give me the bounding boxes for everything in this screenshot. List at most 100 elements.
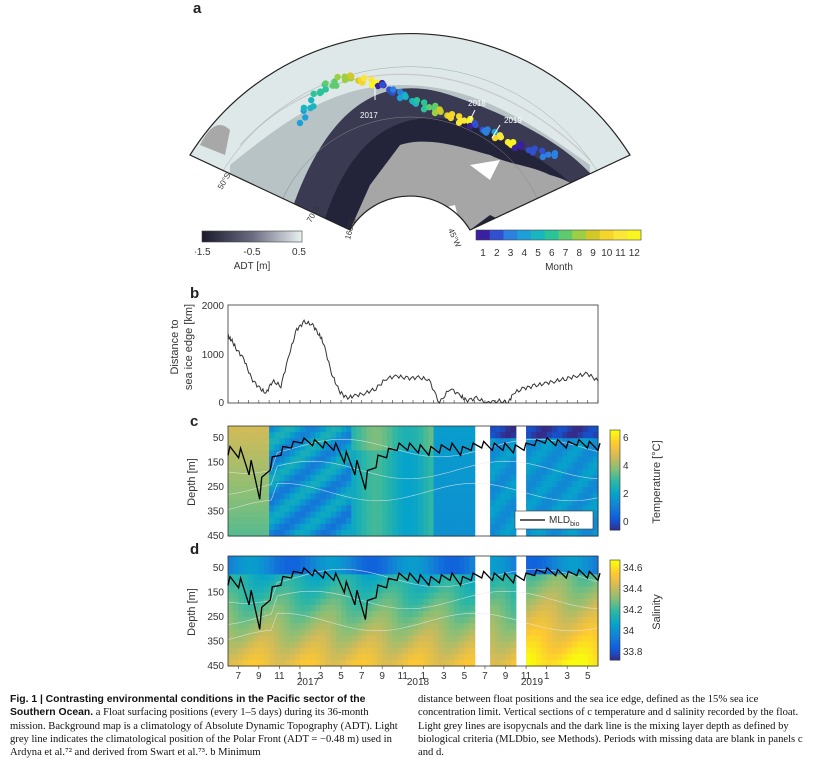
heatmap-cell	[387, 517, 394, 525]
heatmap-cell	[258, 556, 265, 563]
heatmap-cell	[577, 562, 584, 569]
depth-tick: 450	[207, 661, 224, 672]
heatmap-cell	[387, 580, 394, 588]
heatmap-cell	[510, 659, 517, 667]
heatmap-cell	[562, 592, 568, 600]
heatmap-cell	[279, 511, 286, 519]
heatmap-cell	[356, 456, 363, 464]
heatmap-cell	[443, 432, 450, 439]
heatmap-cell	[377, 432, 383, 439]
heatmap-cell	[387, 604, 394, 612]
heatmap-cell	[315, 653, 322, 661]
heatmap-cell	[366, 456, 373, 464]
heatmap-cell	[490, 517, 496, 525]
heatmap-cell	[382, 511, 388, 519]
heatmap-cell	[407, 505, 414, 513]
heatmap-cell	[397, 611, 404, 618]
heatmap-cell	[366, 635, 373, 643]
heatmap-cell	[330, 505, 337, 513]
heatmap-cell	[289, 505, 296, 513]
heatmap-cell	[310, 568, 316, 575]
heatmap-cell	[454, 511, 460, 519]
heatmap-cell	[228, 568, 234, 575]
heatmap-cell	[346, 598, 352, 606]
heatmap-cell	[459, 586, 465, 594]
heatmap-cell	[407, 659, 414, 667]
distance-series-line	[227, 319, 599, 404]
heatmap-cell	[299, 629, 306, 637]
heatmap-cell	[572, 647, 579, 655]
heatmap-cell	[335, 438, 342, 445]
heatmap-cell	[397, 647, 404, 655]
heatmap-cell	[315, 604, 322, 612]
heatmap-cell	[526, 462, 532, 470]
heatmap-cell	[253, 511, 260, 519]
heatmap-cell	[592, 438, 599, 445]
heatmap-cell	[407, 617, 414, 624]
heatmap-cell	[438, 426, 445, 433]
heatmap-cell	[490, 529, 496, 537]
heatmap-cell	[495, 635, 501, 643]
heatmap-cell	[413, 568, 419, 575]
heatmap-cell	[418, 511, 424, 519]
heatmap-cell	[325, 487, 332, 494]
heatmap-cell	[310, 617, 316, 624]
heatmap-cell	[448, 462, 455, 470]
heatmap-cell	[531, 647, 537, 655]
heatmap-cell	[279, 517, 286, 525]
heatmap-cell	[305, 505, 311, 513]
heatmap-cell	[428, 529, 435, 537]
heatmap-cell	[469, 568, 476, 575]
heatmap-cell	[407, 592, 414, 600]
heatmap-cell	[526, 568, 532, 575]
heatmap-cell	[325, 456, 332, 464]
heatmap-cell	[572, 598, 579, 606]
heatmap-cell	[562, 462, 568, 470]
heatmap-cell	[531, 499, 537, 507]
heatmap-cell	[495, 432, 501, 439]
month-colorbar-tick: 8	[576, 248, 582, 259]
heatmap-cell	[592, 580, 599, 588]
heatmap-cell	[572, 468, 579, 476]
heatmap-cell	[366, 611, 373, 618]
heatmap-cell	[551, 426, 558, 433]
heatmap-cell	[248, 432, 255, 439]
heatmap-cell	[536, 629, 543, 637]
heatmap-cell	[279, 592, 286, 600]
month-tick-label: 1	[297, 671, 303, 682]
heatmap-cell	[556, 468, 563, 476]
heatmap-cell	[469, 438, 476, 445]
heatmap-cell	[454, 568, 460, 575]
heatmap-cell	[546, 450, 553, 458]
heatmap-cell	[228, 647, 234, 655]
heatmap-cell	[366, 505, 373, 513]
heatmap-cell	[418, 556, 424, 563]
heatmap-cell	[500, 623, 507, 630]
heatmap-cell	[299, 493, 306, 500]
heatmap-cell	[567, 426, 573, 433]
heatmap-cell	[346, 499, 352, 507]
heatmap-cell	[310, 499, 316, 507]
heatmap-cell	[577, 635, 584, 643]
heatmap-cell	[448, 659, 455, 667]
heatmap-cell	[438, 511, 445, 519]
heatmap-cell	[377, 586, 383, 594]
heatmap-cell	[315, 456, 322, 464]
heatmap-cell	[433, 629, 440, 637]
heatmap-cell	[536, 647, 543, 655]
heatmap-cell	[572, 635, 579, 643]
heatmap-cell	[274, 659, 280, 667]
heatmap-cell	[448, 641, 455, 649]
heatmap-cell	[228, 586, 234, 594]
heatmap-cell	[294, 432, 301, 439]
heatmap-cell	[284, 517, 291, 525]
heatmap-cell	[243, 438, 250, 445]
heatmap-cell	[392, 438, 399, 445]
heatmap-cell	[238, 462, 245, 470]
colorbar-segment	[610, 602, 620, 606]
heatmap-cell	[269, 450, 275, 458]
heatmap-cell	[258, 623, 265, 630]
heatmap-cell	[366, 574, 373, 582]
heatmap-cell	[382, 474, 388, 482]
heatmap-cell	[402, 450, 409, 458]
